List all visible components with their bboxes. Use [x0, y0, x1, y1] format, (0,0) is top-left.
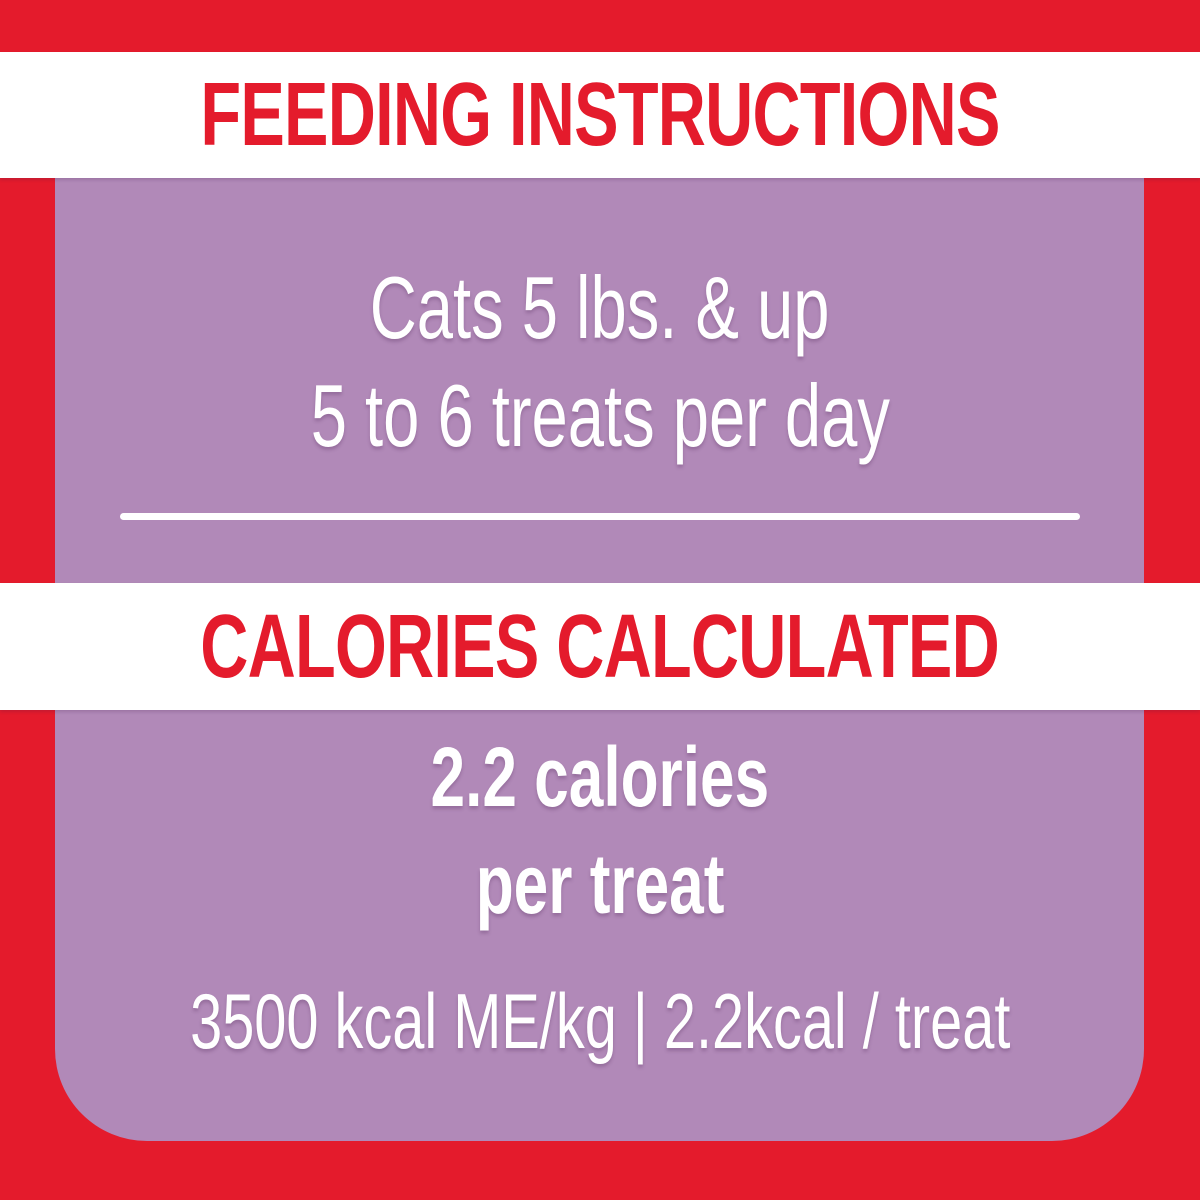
- calories-calculated-band: CALORIES CALCULATED: [0, 583, 1200, 710]
- kcal-metabolizable-energy-stats: 3500 kcal ME/kg | 2.2kcal / treat: [189, 977, 1011, 1065]
- calories-per-treat-unit: per treat: [475, 837, 725, 931]
- calories-per-treat-value: 2.2 calories: [430, 730, 770, 824]
- feeding-instructions-title: FEEDING INSTRUCTIONS: [200, 65, 1000, 165]
- feeding-line-treats-per-day: 5 to 6 treats per day: [310, 366, 890, 465]
- feeding-instructions-band: FEEDING INSTRUCTIONS: [0, 52, 1200, 178]
- section-divider-rule: [120, 513, 1080, 520]
- calories-calculated-title: CALORIES CALCULATED: [200, 596, 1000, 697]
- feeding-line-cats: Cats 5 lbs. & up: [370, 258, 830, 357]
